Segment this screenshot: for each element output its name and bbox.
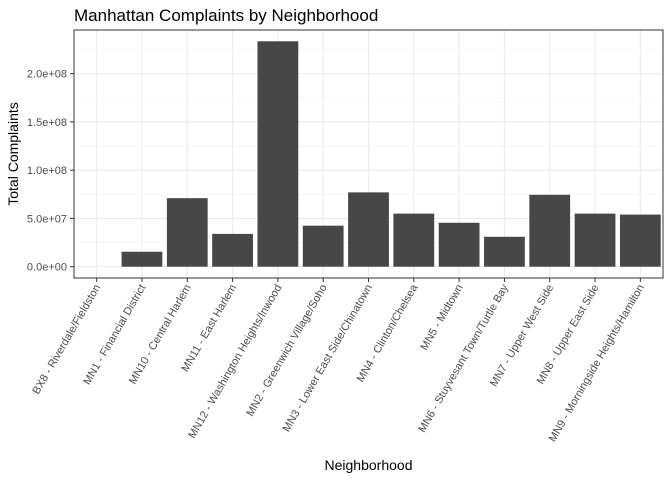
y-tick-label: 5.0e+07 xyxy=(27,213,67,225)
bar xyxy=(619,214,661,267)
bar xyxy=(574,213,616,267)
bar xyxy=(212,233,253,267)
bar xyxy=(393,213,435,267)
y-tick-label: 2.0e+08 xyxy=(27,69,67,81)
x-axis-title: Neighborhood xyxy=(325,457,413,473)
bar xyxy=(257,41,299,267)
bar xyxy=(302,225,344,267)
y-tick-label: 1.0e+08 xyxy=(27,165,67,177)
y-tick-label: 0.0e+00 xyxy=(27,262,67,274)
bar xyxy=(166,198,208,267)
y-axis: 0.0e+00 5.0e+07 1.0e+08 1.5e+08 2.0e+08 xyxy=(27,69,74,274)
y-axis-title: Total Complaints xyxy=(5,102,21,206)
x-tick-label: MN3 - Lower East Side/Chinatown xyxy=(281,283,375,435)
bar xyxy=(529,194,571,267)
x-tick-label: MN9 - Morningside Heights/Hamilton xyxy=(547,283,647,445)
x-tick-label: MN12 - Washington Heights/Inwood xyxy=(186,283,284,441)
bar xyxy=(348,192,389,267)
bars xyxy=(121,41,661,267)
x-tick-label: MN6 - Stuyvesant Town/Turtle Bay xyxy=(416,282,511,435)
x-tick-label: MN5 - Midtown xyxy=(418,282,465,352)
y-tick-label: 1.5e+08 xyxy=(27,117,67,129)
bar xyxy=(121,251,163,267)
chart-title: Manhattan Complaints by Neighborhood xyxy=(74,6,378,25)
bar xyxy=(438,222,480,267)
x-tick-label: MN2 - Greenwich Village/Soho xyxy=(244,283,329,419)
bar xyxy=(484,236,525,267)
